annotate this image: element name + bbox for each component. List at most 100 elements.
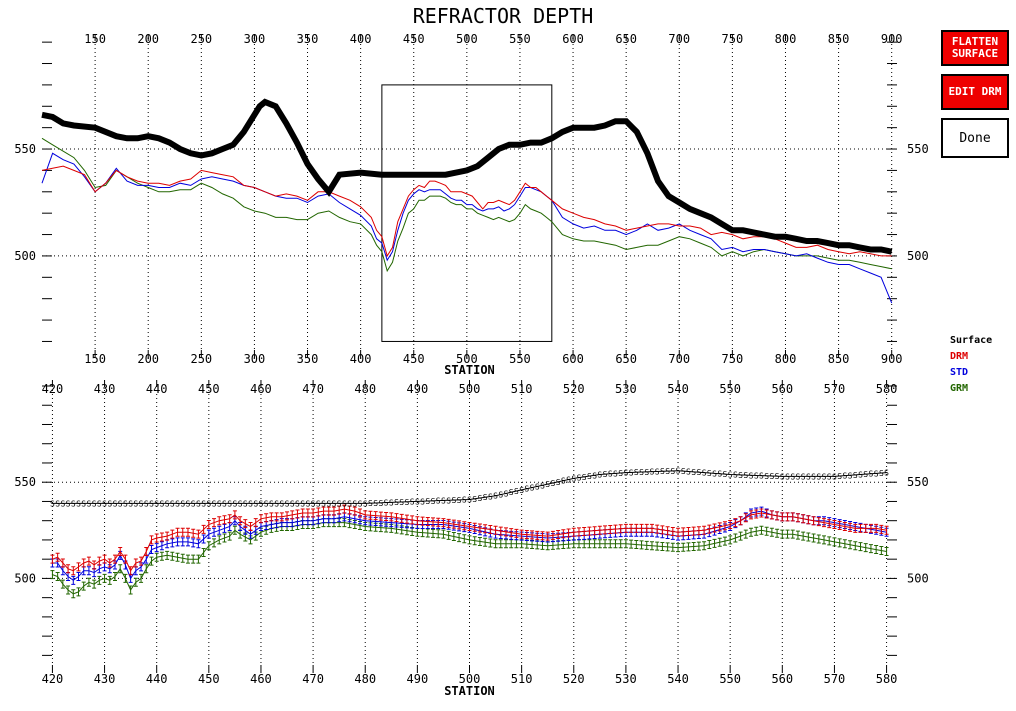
edit-drm-button[interactable]: EDIT DRM [941, 74, 1009, 110]
error-bar-drm [71, 566, 76, 576]
error-bar-drm [603, 525, 608, 535]
surface-marker: S [832, 472, 837, 481]
chart-panel-2: 420 420 430 430 440 440 450 450 460 460 470 470 480 4… [14, 380, 929, 698]
surface-marker: S [858, 471, 863, 480]
error-bar-grm [467, 535, 472, 545]
error-bar-std [66, 571, 71, 581]
error-bar-drm [358, 508, 363, 518]
surface-marker: S [139, 499, 144, 508]
x-tick-label-top: 450 [198, 382, 220, 396]
error-bar-grm [222, 533, 227, 543]
surface-marker: S [551, 479, 556, 488]
surface-marker: S [884, 469, 889, 478]
error-bar-grm [764, 526, 769, 536]
x-tick-label: 570 [824, 672, 846, 686]
error-bar-drm [822, 518, 827, 528]
error-bar-drm [227, 514, 232, 524]
surface-marker: S [238, 499, 243, 508]
error-bar-grm [665, 542, 670, 552]
surface-marker: S [472, 495, 477, 504]
x-tick-label-top: 700 [668, 32, 690, 46]
error-bar-grm [874, 545, 879, 555]
done-button[interactable]: Done [941, 118, 1009, 158]
error-bar-drm [587, 526, 592, 536]
error-bar-drm [790, 512, 795, 522]
error-bar-drm [566, 528, 571, 538]
error-bar-drm [660, 525, 665, 535]
error-bar-drm [785, 512, 790, 522]
error-bar-grm [86, 577, 91, 587]
surface-marker: S [822, 472, 827, 481]
error-bar-drm [571, 527, 576, 537]
error-bar-grm [670, 542, 675, 552]
surface-marker: S [175, 499, 180, 508]
x-tick-label: 580 [876, 672, 898, 686]
x-tick-label: 300 [244, 352, 266, 366]
error-bar-grm [644, 540, 649, 550]
x-tick-label-top: 570 [824, 382, 846, 396]
error-bar-grm [623, 539, 628, 549]
error-bar-drm [81, 558, 86, 568]
error-bar-drm [232, 510, 237, 520]
error-bar-drm [749, 510, 754, 520]
error-bar-drm [769, 510, 774, 520]
error-bar-drm [217, 516, 222, 526]
error-bar-drm [337, 505, 342, 515]
surface-marker: S [415, 497, 420, 506]
edit-drm-label: EDIT DRM [948, 85, 1002, 98]
surface-marker: S [159, 499, 164, 508]
error-bar-drm [863, 523, 868, 533]
error-bar-drm [462, 521, 467, 531]
x-tick-label-top: 650 [615, 32, 637, 46]
error-bar-grm [832, 537, 837, 547]
error-bar-grm [493, 539, 498, 549]
error-bar-grm [477, 536, 482, 546]
error-bar-grm [806, 532, 811, 542]
x-tick-label: 500 [459, 672, 481, 686]
surface-marker: S [342, 499, 347, 508]
error-bar-drm [764, 509, 769, 519]
error-bar-drm [759, 508, 764, 518]
error-bar-grm [55, 571, 60, 581]
error-bar-drm [696, 526, 701, 536]
error-bar-drm [436, 517, 441, 527]
error-bar-drm [498, 526, 503, 536]
error-bar-grm [712, 538, 717, 548]
surface-marker: S [123, 499, 128, 508]
error-bar-drm [665, 526, 670, 536]
flatten-surface-button[interactable]: FLATTEN SURFACE [941, 30, 1009, 66]
error-bar-grm [660, 541, 665, 551]
x-tick-label: 510 [511, 672, 533, 686]
surface-marker: S [248, 499, 253, 508]
error-bar-grm [822, 535, 827, 545]
surface-marker: S [509, 488, 514, 497]
error-bar-grm [446, 530, 451, 540]
legend-title: Surface [950, 335, 993, 346]
surface-marker: S [478, 494, 483, 503]
error-bar-grm [592, 539, 597, 549]
y-tick-label-right: 500 [907, 249, 929, 263]
error-bar-grm [681, 542, 686, 552]
surface-marker: S [592, 471, 597, 480]
surface-marker: S [650, 468, 655, 477]
error-bar-drm [649, 523, 654, 533]
x-tick-label: 200 [137, 352, 159, 366]
surface-marker: S [201, 499, 206, 508]
y-tick-label-right: 550 [907, 142, 929, 156]
error-bar-grm [608, 539, 613, 549]
error-bar-drm [264, 513, 269, 523]
error-bar-grm [780, 529, 785, 539]
surface-marker: S [217, 499, 222, 508]
error-bar-drm [97, 556, 102, 566]
x-tick-label-top: 540 [667, 382, 689, 396]
error-bar-grm [676, 543, 681, 553]
surface-marker: S [759, 472, 764, 481]
error-bar-std [206, 529, 211, 539]
surface-marker: S [749, 471, 754, 480]
error-bar-std [191, 538, 196, 548]
error-bar-drm [243, 519, 248, 529]
error-bar-drm [530, 530, 535, 540]
error-bar-drm [743, 513, 748, 523]
error-bar-std [180, 537, 185, 547]
error-bar-drm [258, 514, 263, 524]
